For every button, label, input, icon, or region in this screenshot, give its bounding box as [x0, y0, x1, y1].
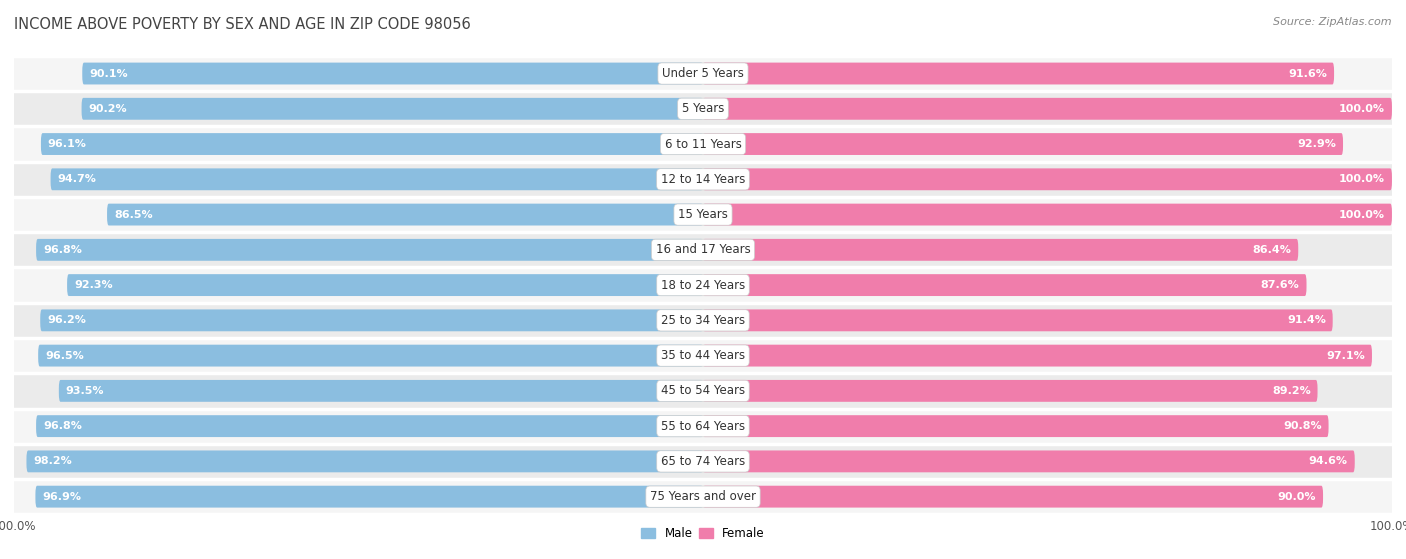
FancyBboxPatch shape — [703, 98, 1392, 120]
Legend: Male, Female: Male, Female — [637, 523, 769, 545]
Bar — [14, 126, 1392, 162]
FancyBboxPatch shape — [41, 133, 703, 155]
Text: 96.9%: 96.9% — [42, 492, 82, 501]
Text: 92.9%: 92.9% — [1298, 139, 1336, 149]
Text: 91.6%: 91.6% — [1288, 69, 1327, 78]
Bar — [14, 409, 1392, 444]
Bar — [14, 303, 1392, 338]
Text: Source: ZipAtlas.com: Source: ZipAtlas.com — [1274, 17, 1392, 27]
FancyBboxPatch shape — [37, 415, 703, 437]
FancyBboxPatch shape — [703, 239, 1298, 260]
Text: 90.1%: 90.1% — [89, 69, 128, 78]
FancyBboxPatch shape — [38, 345, 703, 367]
Text: 93.5%: 93.5% — [66, 386, 104, 396]
FancyBboxPatch shape — [37, 239, 703, 260]
Bar — [14, 91, 1392, 126]
Text: 35 to 44 Years: 35 to 44 Years — [661, 349, 745, 362]
FancyBboxPatch shape — [703, 380, 1317, 402]
Text: 86.4%: 86.4% — [1253, 245, 1291, 255]
Text: 87.6%: 87.6% — [1261, 280, 1299, 290]
FancyBboxPatch shape — [59, 380, 703, 402]
Text: 90.2%: 90.2% — [89, 104, 127, 114]
Text: 65 to 74 Years: 65 to 74 Years — [661, 455, 745, 468]
FancyBboxPatch shape — [703, 486, 1323, 508]
Text: 96.1%: 96.1% — [48, 139, 87, 149]
Text: 91.4%: 91.4% — [1286, 315, 1326, 325]
Text: 89.2%: 89.2% — [1272, 386, 1310, 396]
FancyBboxPatch shape — [703, 415, 1329, 437]
FancyBboxPatch shape — [703, 63, 1334, 84]
FancyBboxPatch shape — [51, 168, 703, 190]
FancyBboxPatch shape — [35, 486, 703, 508]
FancyBboxPatch shape — [703, 451, 1355, 472]
Text: 18 to 24 Years: 18 to 24 Years — [661, 278, 745, 292]
FancyBboxPatch shape — [703, 345, 1372, 367]
Text: 12 to 14 Years: 12 to 14 Years — [661, 173, 745, 186]
Text: 96.8%: 96.8% — [44, 421, 82, 431]
Text: 100.0%: 100.0% — [1339, 104, 1385, 114]
Bar — [14, 479, 1392, 514]
Text: 90.8%: 90.8% — [1284, 421, 1322, 431]
Bar — [14, 373, 1392, 409]
Text: INCOME ABOVE POVERTY BY SEX AND AGE IN ZIP CODE 98056: INCOME ABOVE POVERTY BY SEX AND AGE IN Z… — [14, 17, 471, 32]
Text: 96.5%: 96.5% — [45, 350, 84, 361]
Text: 96.8%: 96.8% — [44, 245, 82, 255]
FancyBboxPatch shape — [27, 451, 703, 472]
FancyBboxPatch shape — [83, 63, 703, 84]
Text: 98.2%: 98.2% — [34, 456, 72, 466]
FancyBboxPatch shape — [703, 310, 1333, 331]
Bar — [14, 444, 1392, 479]
Text: 96.2%: 96.2% — [48, 315, 86, 325]
Text: 25 to 34 Years: 25 to 34 Years — [661, 314, 745, 327]
Bar — [14, 267, 1392, 303]
FancyBboxPatch shape — [703, 133, 1343, 155]
Text: 86.5%: 86.5% — [114, 210, 153, 220]
Text: 15 Years: 15 Years — [678, 208, 728, 221]
FancyBboxPatch shape — [703, 168, 1392, 190]
Text: 90.0%: 90.0% — [1278, 492, 1316, 501]
FancyBboxPatch shape — [41, 310, 703, 331]
Bar — [14, 197, 1392, 232]
FancyBboxPatch shape — [703, 274, 1306, 296]
Text: 6 to 11 Years: 6 to 11 Years — [665, 138, 741, 150]
FancyBboxPatch shape — [703, 203, 1392, 225]
Text: 100.0%: 100.0% — [1339, 210, 1385, 220]
Bar — [14, 56, 1392, 91]
FancyBboxPatch shape — [67, 274, 703, 296]
FancyBboxPatch shape — [82, 98, 703, 120]
Text: 45 to 54 Years: 45 to 54 Years — [661, 385, 745, 397]
Bar — [14, 232, 1392, 267]
Bar — [14, 338, 1392, 373]
Text: 94.7%: 94.7% — [58, 174, 97, 184]
Text: 75 Years and over: 75 Years and over — [650, 490, 756, 503]
Text: 55 to 64 Years: 55 to 64 Years — [661, 420, 745, 433]
Text: Under 5 Years: Under 5 Years — [662, 67, 744, 80]
Text: 92.3%: 92.3% — [75, 280, 112, 290]
Text: 94.6%: 94.6% — [1309, 456, 1348, 466]
Text: 5 Years: 5 Years — [682, 102, 724, 115]
Text: 16 and 17 Years: 16 and 17 Years — [655, 243, 751, 257]
Bar — [14, 162, 1392, 197]
Text: 97.1%: 97.1% — [1326, 350, 1365, 361]
Text: 100.0%: 100.0% — [1339, 174, 1385, 184]
FancyBboxPatch shape — [107, 203, 703, 225]
